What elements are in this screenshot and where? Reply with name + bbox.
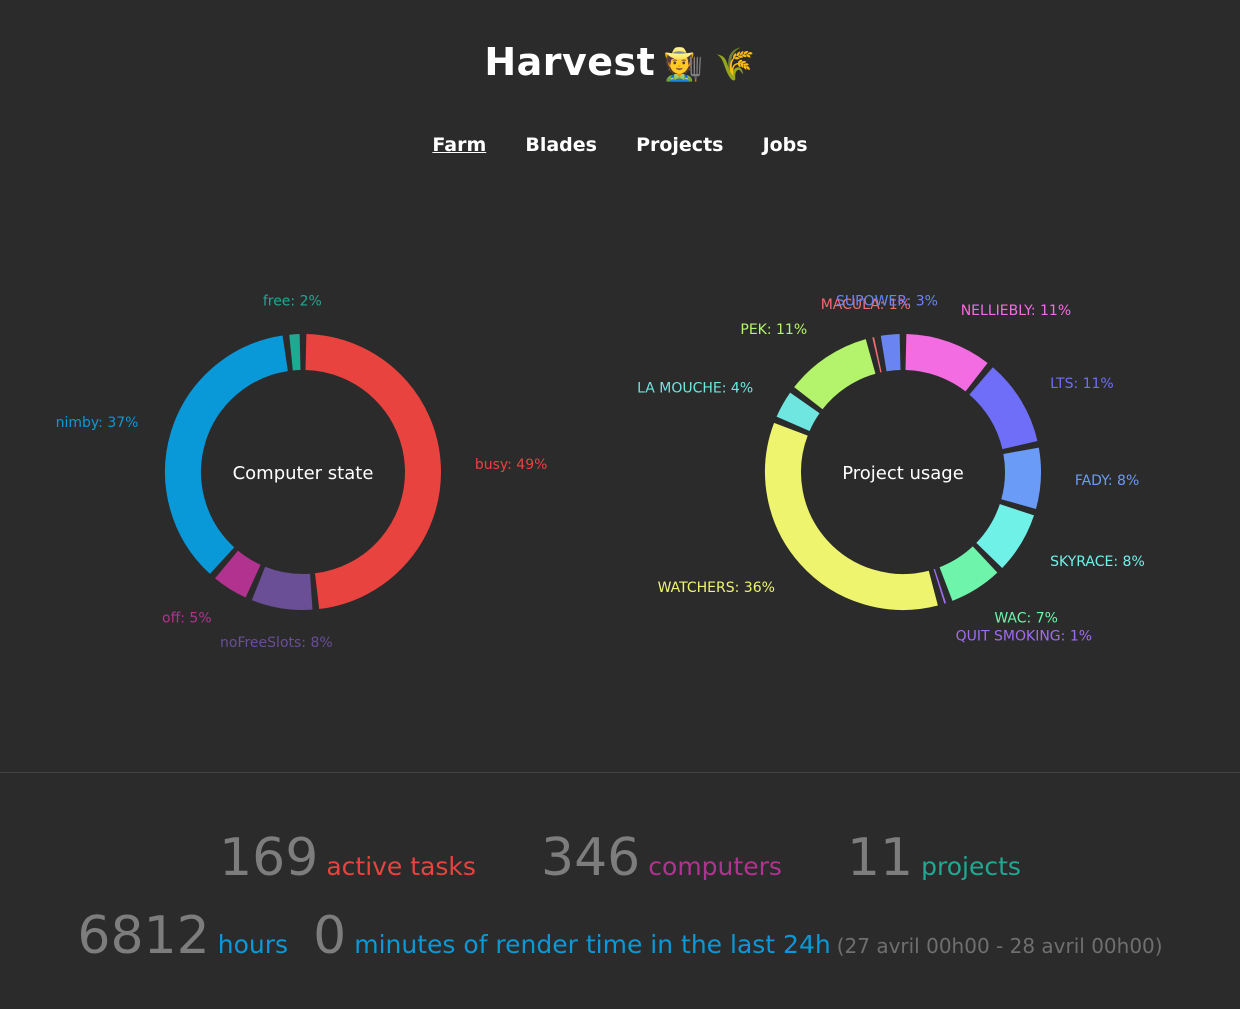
main-nav: Farm Blades Projects Jobs bbox=[0, 134, 1240, 156]
stat-minutes: 0 minutes of render time in the last 24h(… bbox=[313, 906, 1162, 966]
slice-label-macula: MACULA: 1% bbox=[821, 297, 911, 313]
chart-title-project-usage: Project usage bbox=[842, 463, 964, 484]
slice-label-wac: WAC: 7% bbox=[994, 611, 1058, 627]
slice-label-nimby: nimby: 37% bbox=[56, 415, 139, 431]
active-tasks-value: 169 bbox=[219, 828, 319, 888]
slice-skyrace[interactable] bbox=[975, 503, 1034, 568]
slice-free[interactable] bbox=[289, 334, 301, 371]
stat-computers: 346 computers bbox=[541, 828, 782, 888]
slice-busy[interactable] bbox=[305, 334, 441, 610]
computer-state-chart: busy: 49% noFreeSlots: 8% off: 5% nimby: 37… bbox=[56, 293, 548, 651]
slice-label-quit-smoking: QUIT SMOKING: 1% bbox=[956, 629, 1092, 645]
slice-supower[interactable] bbox=[880, 334, 901, 372]
slice-wac[interactable] bbox=[939, 546, 998, 601]
slice-pek[interactable] bbox=[794, 339, 877, 410]
nav-projects-link[interactable]: Projects bbox=[636, 134, 724, 156]
slice-label-nofreeslots: noFreeSlots: 8% bbox=[220, 635, 333, 651]
slice-label-nelliebly: NELLIEBLY: 11% bbox=[961, 303, 1071, 319]
stats-row-2: 6812 hours 0 minutes of render time in the… bbox=[0, 906, 1240, 966]
slice-label-off: off: 5% bbox=[162, 611, 212, 627]
hours-value: 6812 bbox=[77, 906, 210, 966]
slice-fady[interactable] bbox=[1001, 447, 1041, 509]
nav-jobs-link[interactable]: Jobs bbox=[762, 134, 808, 156]
slice-watchers[interactable] bbox=[765, 422, 938, 610]
projects-label: projects bbox=[921, 852, 1021, 881]
computers-value: 346 bbox=[541, 828, 641, 888]
slice-lts[interactable] bbox=[968, 367, 1038, 450]
slice-nofreeslots[interactable] bbox=[251, 566, 313, 610]
stat-hours: 6812 hours bbox=[77, 906, 288, 966]
chart-title-computer-state: Computer state bbox=[233, 463, 374, 484]
project-usage-chart: NELLIEBLY: 11% LTS: 11% FADY: 8% SKYRACE: 8… bbox=[637, 294, 1145, 645]
nav-blades-link[interactable]: Blades bbox=[525, 134, 597, 156]
hours-label: hours bbox=[217, 930, 289, 959]
stat-active-tasks: 169 active tasks bbox=[219, 828, 476, 888]
slice-label-fady: FADY: 8% bbox=[1075, 473, 1139, 489]
divider bbox=[0, 772, 1240, 773]
stats-row-1: 169 active tasks 346 computers 11 projects bbox=[0, 828, 1240, 888]
slice-la-mouche[interactable] bbox=[776, 392, 820, 432]
charts-area: busy: 49% noFreeSlots: 8% off: 5% nimby: 37… bbox=[56, 293, 1145, 651]
slice-nimby[interactable] bbox=[165, 335, 289, 574]
slice-label-supower: SUPOWER: 3% bbox=[836, 294, 938, 310]
slice-label-la-mouche: LA MOUCHE: 4% bbox=[637, 381, 753, 397]
slice-label-pek: PEK: 11% bbox=[740, 322, 807, 338]
active-tasks-label: active tasks bbox=[326, 852, 476, 881]
nav-farm-link[interactable]: Farm bbox=[432, 134, 487, 156]
slice-nelliebly[interactable] bbox=[904, 334, 988, 392]
computers-label: computers bbox=[648, 852, 782, 881]
projects-value: 11 bbox=[846, 828, 914, 888]
slice-label-free: free: 2% bbox=[263, 293, 322, 309]
farmer-wheat-emoji-icon: 🧑‍🌾 🌾 bbox=[663, 45, 756, 83]
slice-label-busy: busy: 49% bbox=[475, 457, 548, 473]
time-range: (27 avril 00h00 - 28 avril 00h00) bbox=[836, 934, 1163, 958]
slice-label-skyrace: SKYRACE: 8% bbox=[1050, 554, 1145, 570]
app-title: Harvest bbox=[484, 40, 656, 84]
minutes-value: 0 bbox=[313, 906, 347, 966]
slice-label-lts: LTS: 11% bbox=[1050, 376, 1114, 392]
slice-off[interactable] bbox=[215, 550, 262, 598]
minutes-label: minutes of render time in the last 24h bbox=[354, 930, 831, 959]
stat-projects: 11 projects bbox=[847, 828, 1021, 888]
slice-label-watchers: WATCHERS: 36% bbox=[658, 580, 775, 596]
page-title: Harvest 🧑‍🌾 🌾 bbox=[0, 40, 1240, 84]
